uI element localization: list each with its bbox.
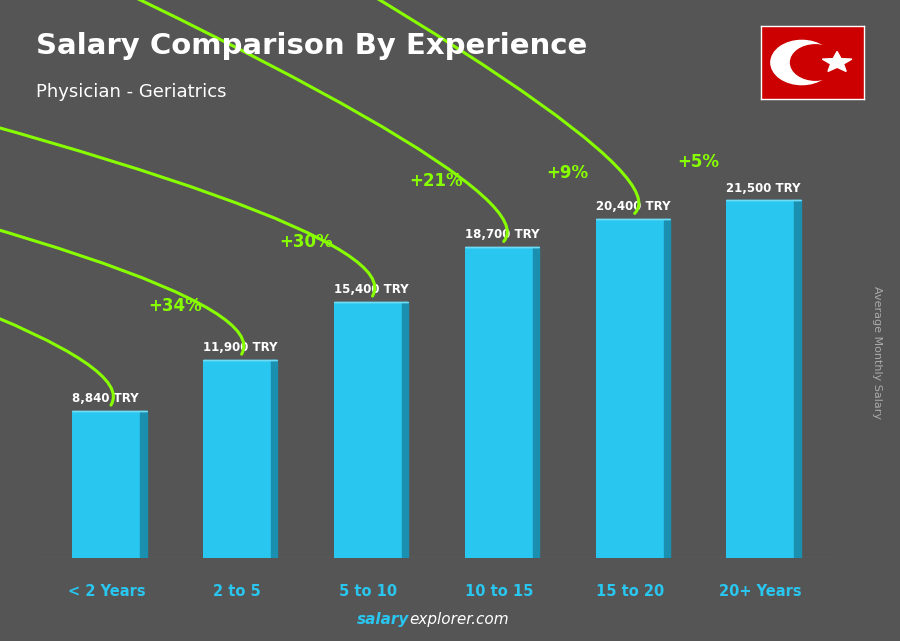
Text: Salary Comparison By Experience: Salary Comparison By Experience [36,32,587,60]
Text: 2 to 5: 2 to 5 [213,584,261,599]
Text: Physician - Geriatrics: Physician - Geriatrics [36,83,227,101]
Bar [72,411,140,558]
Text: 15,400 TRY: 15,400 TRY [334,283,409,296]
Bar [203,360,271,558]
Bar [726,201,795,558]
Bar [334,302,402,558]
Text: +5%: +5% [677,153,719,171]
Text: 20,400 TRY: 20,400 TRY [596,200,670,213]
Text: < 2 Years: < 2 Years [68,584,145,599]
Text: 15 to 20: 15 to 20 [596,584,664,599]
Polygon shape [402,302,409,558]
Text: 18,700 TRY: 18,700 TRY [464,228,539,241]
Text: 21,500 TRY: 21,500 TRY [726,181,801,195]
Bar [596,219,663,558]
Text: +30%: +30% [279,233,332,251]
Polygon shape [663,219,670,558]
Polygon shape [140,411,147,558]
Text: +9%: +9% [546,164,589,182]
Text: 5 to 10: 5 to 10 [339,584,397,599]
Text: +34%: +34% [148,297,202,315]
Text: 11,900 TRY: 11,900 TRY [203,341,278,354]
Polygon shape [795,201,801,558]
Polygon shape [823,51,852,71]
Polygon shape [271,360,277,558]
Text: Average Monthly Salary: Average Monthly Salary [872,286,883,419]
Circle shape [790,45,841,80]
Text: +21%: +21% [410,172,464,190]
Text: 8,840 TRY: 8,840 TRY [72,392,139,405]
Bar [464,247,533,558]
Text: salary: salary [357,612,410,627]
Text: 10 to 15: 10 to 15 [464,584,533,599]
Text: 20+ Years: 20+ Years [719,584,802,599]
Circle shape [770,40,832,85]
Polygon shape [533,247,539,558]
Text: explorer.com: explorer.com [410,612,509,627]
